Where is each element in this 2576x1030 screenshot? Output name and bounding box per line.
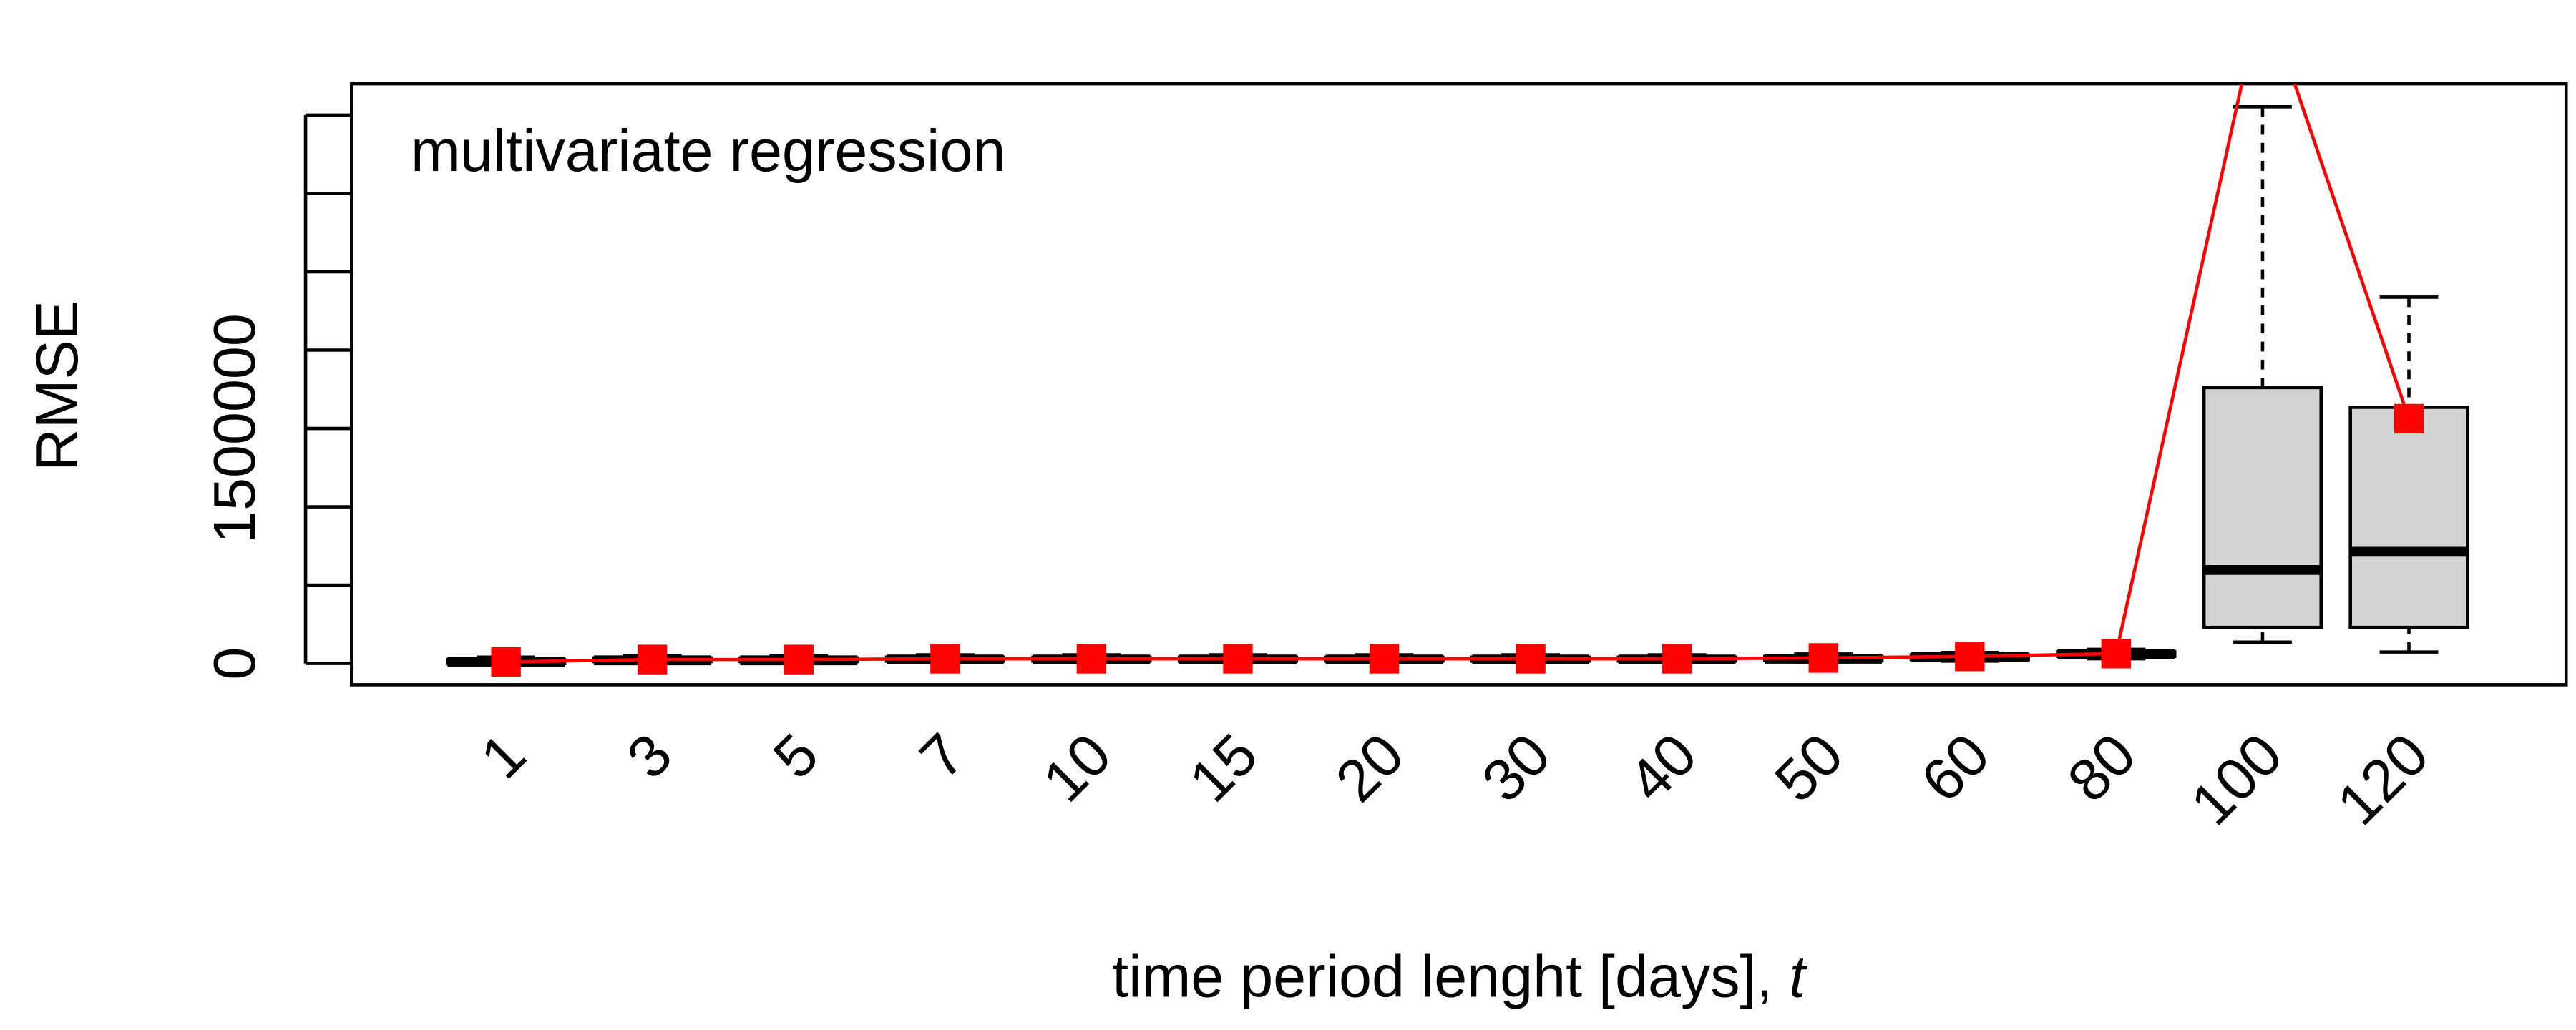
x-tick-label: 30 bbox=[1469, 721, 1563, 815]
plot-frame bbox=[350, 82, 2568, 687]
x-tick-label: 3 bbox=[614, 721, 684, 791]
plot-area bbox=[446, 0, 2469, 677]
x-tick-label: 60 bbox=[1908, 721, 2002, 815]
x-tick-label: 5 bbox=[761, 721, 831, 791]
mean-marker bbox=[1076, 644, 1107, 674]
x-tick-label: 80 bbox=[2054, 721, 2148, 815]
chart-title: multivariate regression bbox=[411, 117, 1005, 184]
x-axis-label-var: t bbox=[1789, 943, 1807, 1010]
mean-marker bbox=[1955, 642, 1985, 672]
mean-marker bbox=[2394, 403, 2424, 434]
mean-marker bbox=[638, 644, 668, 675]
mean-marker bbox=[1369, 644, 1400, 674]
mean-marker bbox=[784, 644, 814, 675]
x-tick-label: 50 bbox=[1762, 721, 1855, 815]
x-tick-label: 20 bbox=[1323, 721, 1417, 815]
y-tick-label: 1500000 bbox=[201, 313, 268, 544]
x-tick-label: 15 bbox=[1176, 721, 1270, 815]
x-tick-label: 1 bbox=[468, 721, 538, 791]
mean-marker bbox=[2101, 639, 2132, 669]
mean-marker bbox=[1516, 644, 1546, 674]
y-axis-label: RMSE bbox=[24, 300, 90, 471]
mean-marker bbox=[491, 647, 521, 677]
x-axis-label: time period lenght [days], t bbox=[1112, 943, 1807, 1010]
box bbox=[2348, 406, 2469, 629]
x-tick-label: 100 bbox=[2178, 721, 2295, 838]
x-tick-label: 120 bbox=[2324, 721, 2441, 838]
mean-line bbox=[506, 84, 2411, 664]
x-tick-label: 10 bbox=[1030, 721, 1124, 815]
x-axis-label-text: time period lenght [days], bbox=[1112, 943, 1789, 1010]
x-tick-label: 7 bbox=[907, 721, 977, 791]
x-tick-label: 40 bbox=[1616, 721, 1709, 815]
mean-marker bbox=[2248, 0, 2277, 4]
mean-marker bbox=[1662, 644, 1692, 674]
mean-marker bbox=[1808, 643, 1838, 673]
y-tick-label: 0 bbox=[201, 647, 268, 680]
mean-marker bbox=[1223, 644, 1253, 674]
box bbox=[2202, 386, 2323, 629]
mean-marker bbox=[930, 644, 960, 674]
